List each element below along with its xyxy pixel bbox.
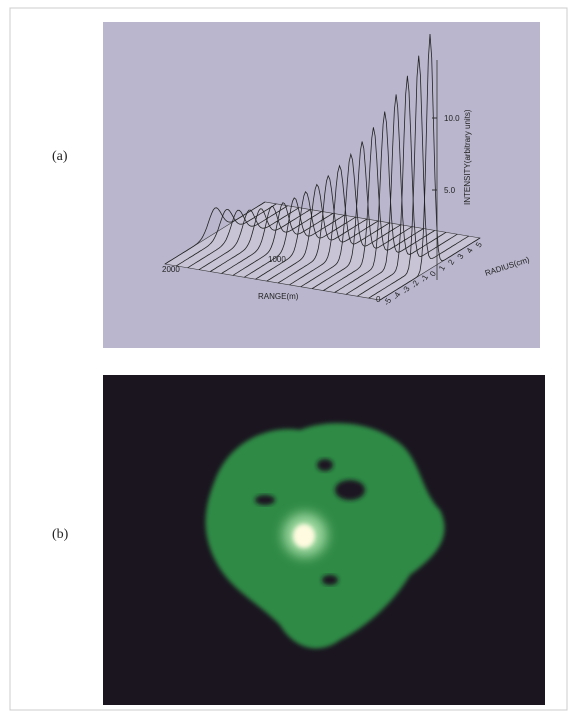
range-tick-label: 1000 xyxy=(268,255,286,264)
figure: (a) (b) 10.0 5.0 INTENSITY(arbitrary uni… xyxy=(0,0,578,719)
range-axis-title: RANGE(m) xyxy=(258,292,299,301)
dark-patch xyxy=(317,459,333,471)
intensity-tick-label: 5.0 xyxy=(444,186,456,195)
range-tick-label: 2000 xyxy=(162,265,180,274)
range-tick-label: 0 xyxy=(376,295,381,304)
dark-patch xyxy=(335,480,365,500)
panel-label: (b) xyxy=(52,527,69,542)
intensity-axis-title: INTENSITY(arbitrary units) xyxy=(463,109,472,205)
panel-label: (a) xyxy=(52,149,68,164)
page: (a) (b) 10.0 5.0 INTENSITY(arbitrary uni… xyxy=(0,0,578,719)
plot-background xyxy=(103,22,540,348)
dark-patch xyxy=(255,495,275,505)
intensity-tick-label: 10.0 xyxy=(444,114,460,123)
central-spot xyxy=(293,524,315,548)
dark-patch xyxy=(322,575,338,585)
